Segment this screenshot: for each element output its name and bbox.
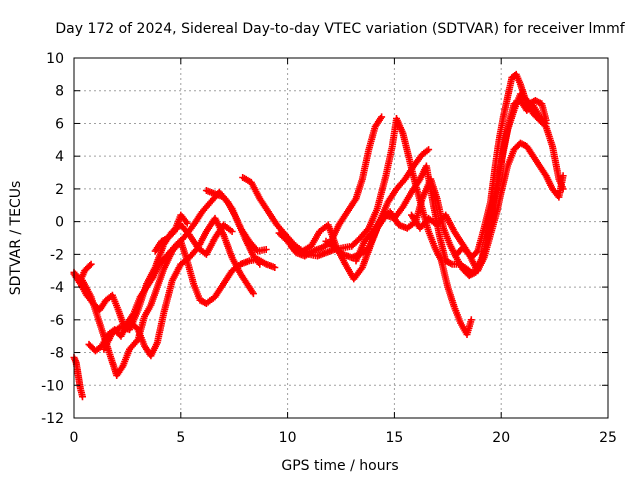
x-tick-label: 0 (70, 430, 79, 446)
data-points (70, 70, 567, 401)
y-tick-label: 2 (55, 182, 64, 198)
plot-frame (73, 57, 609, 419)
data-point (79, 393, 86, 401)
y-tick-label: 0 (55, 215, 64, 231)
data-point (262, 246, 270, 253)
y-tick-label: 8 (55, 84, 64, 100)
data-point (256, 260, 264, 268)
data-point (542, 116, 550, 124)
x-tick-label: 10 (279, 430, 297, 446)
x-tick-label: 5 (176, 430, 185, 446)
axis-ticks: 0 5 10 15 20 25 -12 -10 -8 -6 -4 -2 0 2 4 6 8 10 (41, 51, 617, 446)
series-trace-1 (70, 354, 86, 401)
y-tick-label: -10 (41, 378, 64, 394)
grid-lines (74, 58, 608, 418)
data-point (559, 185, 567, 193)
data-point (87, 260, 95, 268)
x-tick-label: 25 (599, 430, 617, 446)
data-point (425, 146, 433, 154)
x-tick-label: 15 (385, 430, 403, 446)
series-trace-6 (100, 221, 236, 353)
data-point (378, 113, 386, 121)
chart-title: Day 172 of 2024, Sidereal Day-to-day VTE… (55, 21, 625, 37)
data-point (183, 219, 191, 227)
data-point (249, 290, 257, 298)
y-tick-label: -6 (50, 313, 64, 329)
data-point (271, 264, 279, 271)
y-tick-label: 6 (55, 116, 64, 132)
y-axis-label: SDTVAR / TECUs (8, 181, 24, 296)
x-axis-label: GPS time / hours (281, 458, 398, 474)
series-trace-7 (151, 211, 191, 255)
series-trace-8 (202, 187, 270, 255)
y-tick-label: -8 (50, 346, 64, 362)
x-tick-label: 20 (492, 430, 510, 446)
data-point (228, 228, 236, 235)
series-trace-3 (70, 214, 257, 360)
y-tick-label: 4 (55, 149, 64, 165)
data-point (86, 262, 94, 269)
series-trace-15 (452, 90, 567, 271)
series-trace-11 (288, 115, 475, 338)
y-tick-label: -2 (50, 247, 64, 263)
series-trace-4 (79, 237, 279, 379)
y-tick-label: -4 (50, 280, 64, 296)
y-tick-label: -12 (41, 411, 64, 427)
data-point (467, 316, 475, 324)
y-tick-label: 10 (46, 51, 64, 67)
